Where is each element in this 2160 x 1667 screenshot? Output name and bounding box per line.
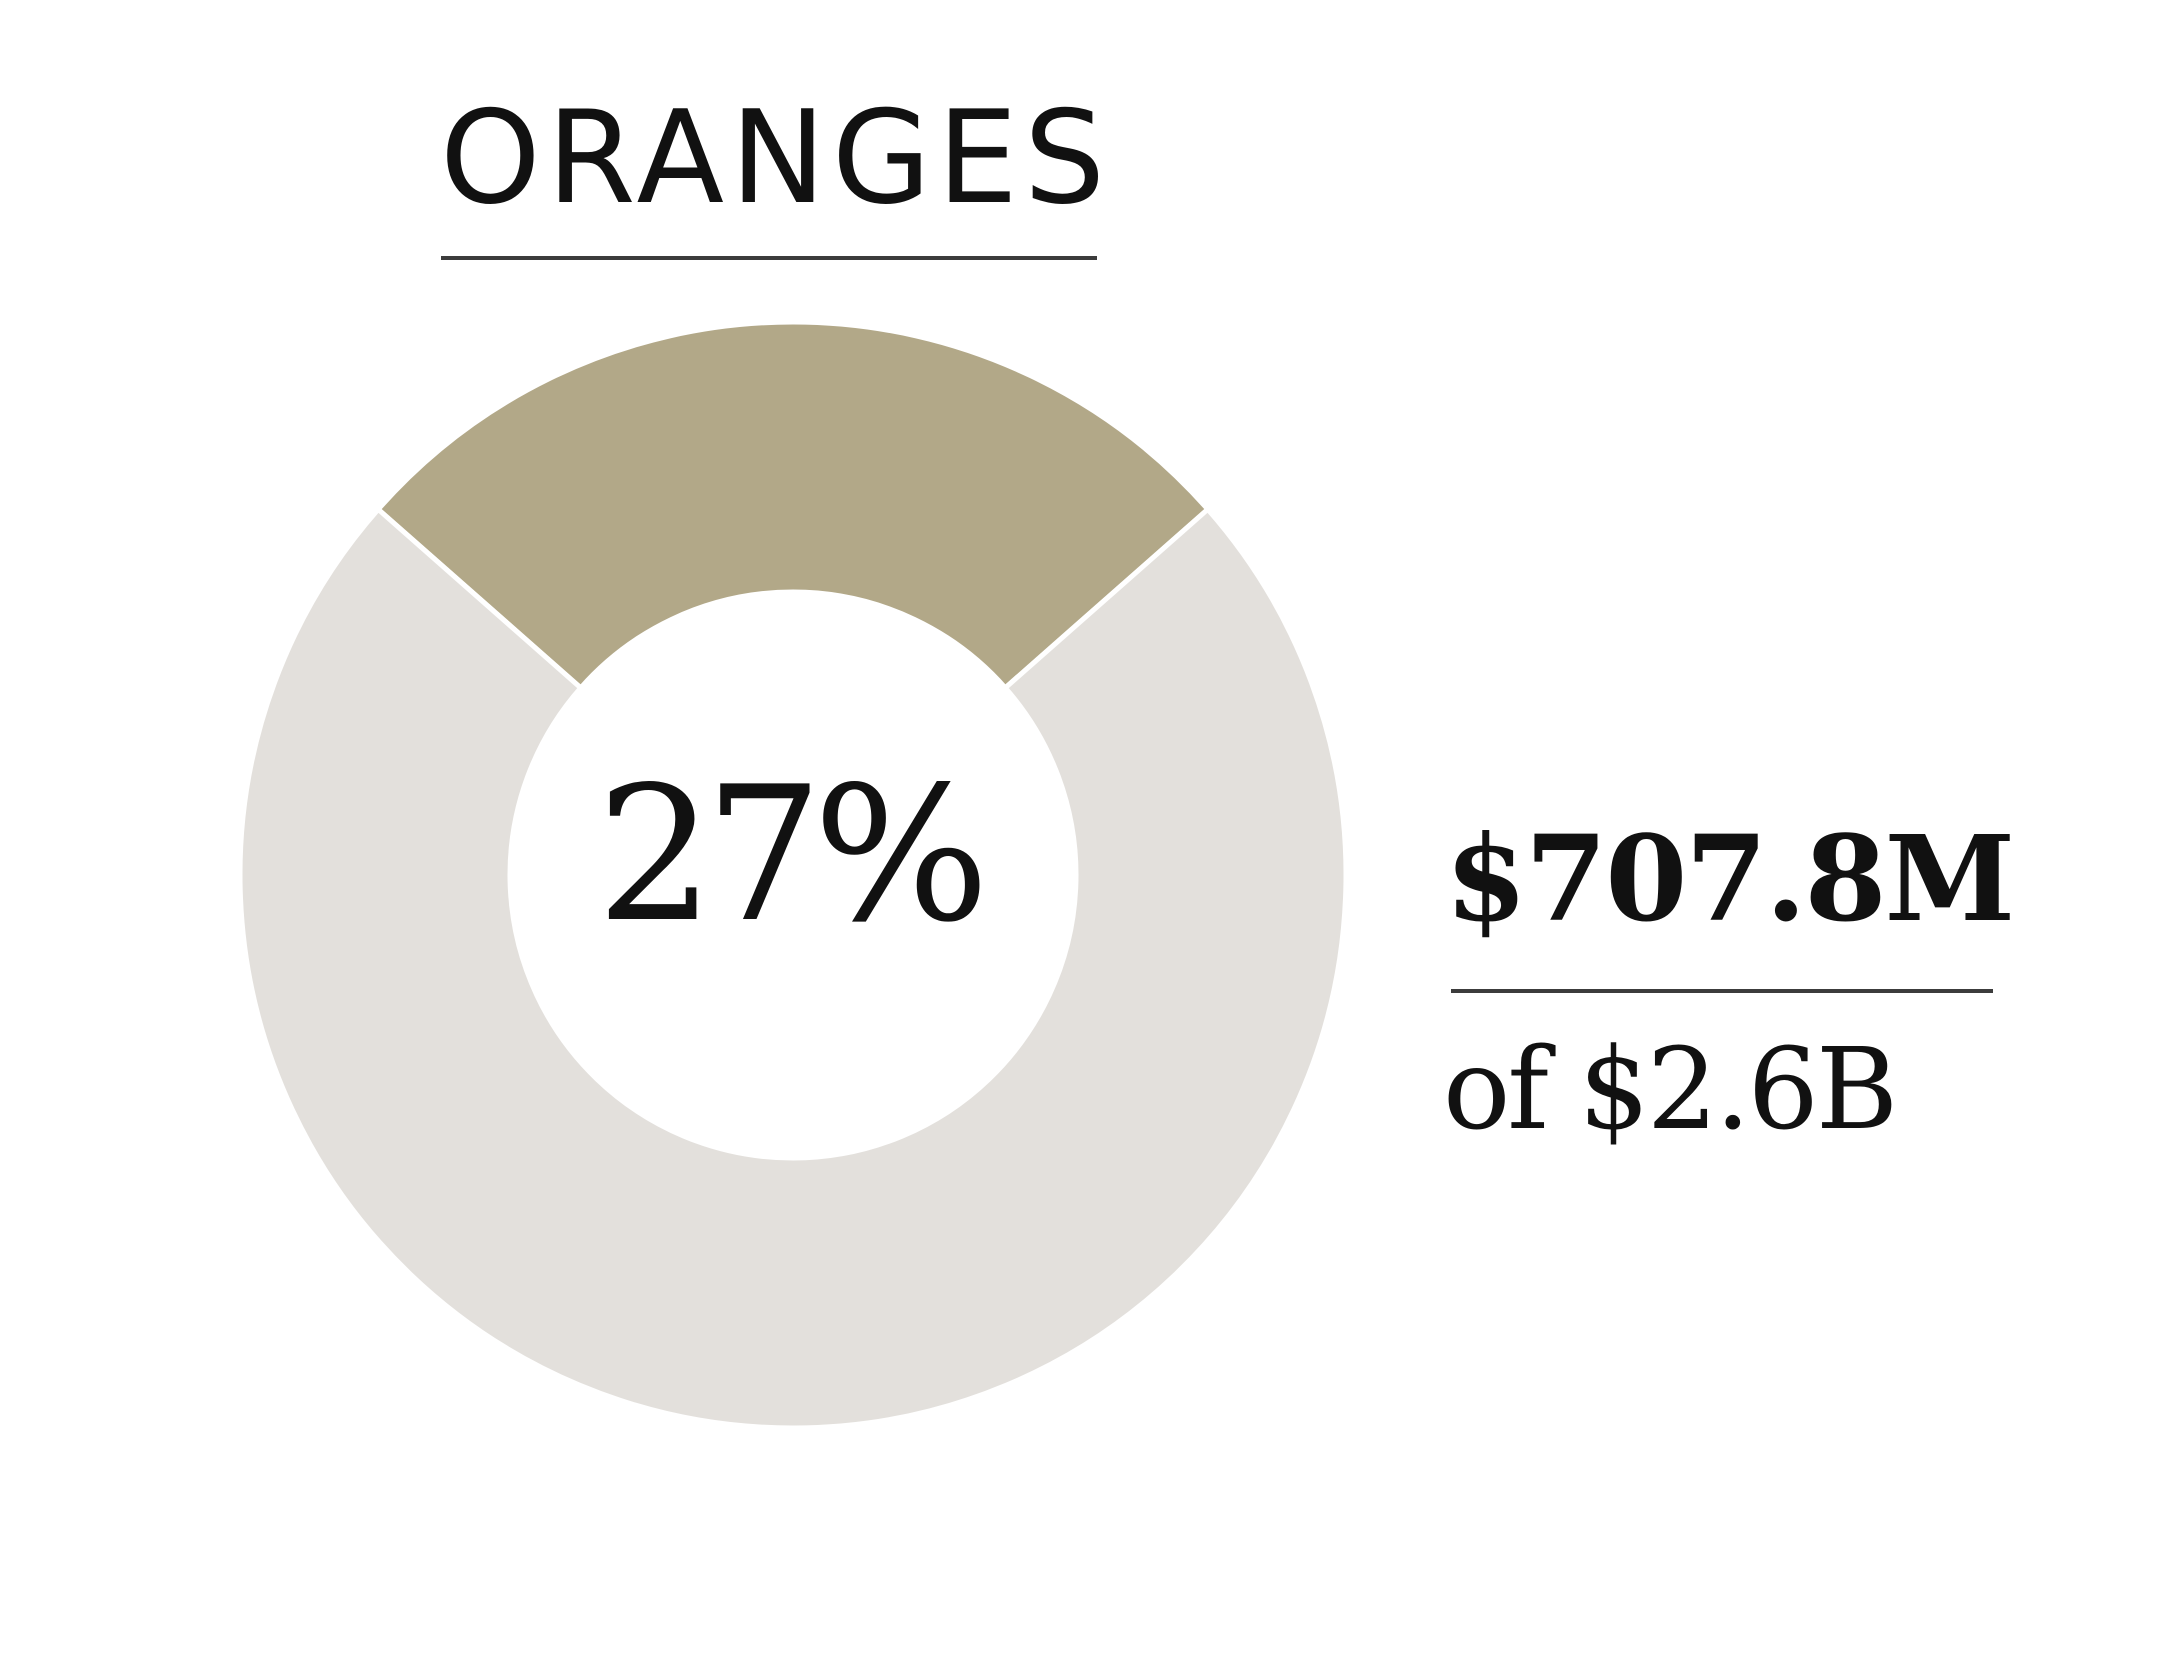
title-underline <box>441 256 1097 260</box>
donut-slice-highlight <box>374 319 1212 692</box>
value-label: $707.8M <box>1445 809 2015 948</box>
donut-slice-remainder <box>237 505 1349 1431</box>
total-label: of $2.6B <box>1443 1025 1898 1155</box>
value-underline <box>1451 989 1993 993</box>
center-percentage: 27% <box>596 746 989 963</box>
chart-title: ORANGES <box>440 84 1112 233</box>
